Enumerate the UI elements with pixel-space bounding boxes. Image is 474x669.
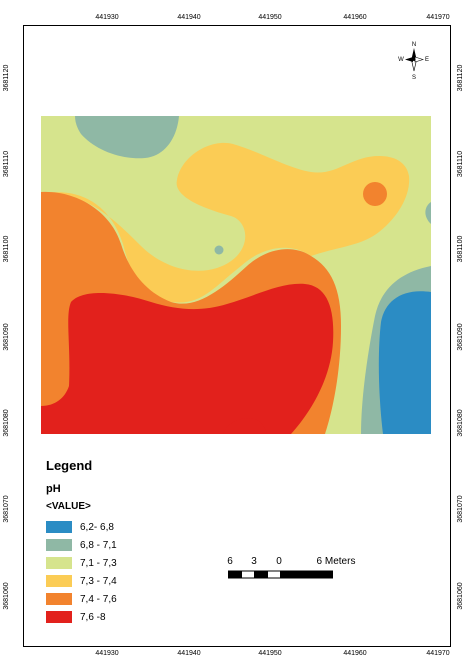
x-tick-bottom: 441930 (95, 650, 119, 657)
scale-bar-graphic (228, 570, 333, 579)
south-label: S (412, 75, 416, 80)
legend-swatch (46, 593, 72, 605)
map-frame (23, 25, 451, 647)
scale-label: 6 (227, 556, 233, 567)
legend-title: Legend (46, 458, 93, 473)
x-tick-top: 441950 (258, 14, 282, 21)
x-tick-bottom: 441940 (177, 650, 201, 657)
legend-item: 6,2- 6,8 (46, 518, 216, 536)
zone-6.2-6.8 (378, 291, 431, 434)
x-tick-bottom: 441950 (258, 650, 282, 657)
legend-swatch (46, 611, 72, 623)
x-tick-top: 441930 (95, 14, 119, 21)
y-tick-right: 3681110 (457, 150, 464, 178)
y-tick-left: 3681070 (3, 495, 10, 523)
west-label: W (398, 57, 404, 63)
y-tick-left: 3681110 (3, 150, 10, 178)
y-tick-right: 3681060 (457, 582, 464, 610)
legend-label: 7,6 -8 (80, 611, 106, 623)
east-label: E (425, 57, 429, 63)
y-tick-left: 3681100 (3, 235, 10, 263)
legend-field-name: <VALUE> (46, 501, 91, 512)
legend-item: 6,8 - 7,1 (46, 536, 216, 554)
x-tick-bottom: 441970 (426, 650, 450, 657)
scale-label: 6 Meters (316, 556, 356, 567)
y-tick-right: 3681080 (457, 409, 464, 437)
y-tick-right: 3681100 (457, 235, 464, 263)
legend-item: 7,3 - 7,4 (46, 572, 216, 590)
x-tick-bottom: 441960 (343, 650, 367, 657)
y-tick-left: 3681080 (3, 409, 10, 437)
y-tick-right: 3681070 (457, 495, 464, 523)
zone-6.8-7.1 (214, 245, 224, 255)
zone-7.3-7.4 (41, 142, 410, 303)
ph-map (41, 116, 431, 434)
x-tick-top: 441940 (177, 14, 201, 21)
legend: Legend pH <VALUE> 6,2- 6,8 6,8 - 7,1 7,1… (46, 458, 216, 626)
y-tick-right: 3681120 (457, 64, 464, 92)
legend-swatch (46, 539, 72, 551)
zone-7.6-8 (223, 418, 267, 434)
zone-7.4-7.6 (363, 182, 387, 206)
legend-label: 7,4 - 7,6 (80, 593, 117, 605)
legend-item: 7,6 -8 (46, 608, 216, 626)
north-label: N (412, 42, 416, 48)
scale-label: 0 (276, 556, 282, 567)
x-tick-top: 441960 (343, 14, 367, 21)
legend-label: 6,2- 6,8 (80, 521, 114, 533)
legend-swatch (46, 575, 72, 587)
north-arrow-icon: N S W E (398, 42, 429, 80)
y-tick-left: 3681120 (3, 64, 10, 92)
legend-label: 7,1 - 7,3 (80, 557, 117, 569)
legend-swatch (46, 557, 72, 569)
x-tick-top: 441970 (426, 14, 450, 21)
zone-6.8-7.1 (75, 116, 179, 159)
legend-label: 7,3 - 7,4 (80, 575, 117, 587)
legend-item: 7,4 - 7,6 (46, 590, 216, 608)
y-tick-left: 3681060 (3, 582, 10, 610)
zone-7.6-8 (41, 283, 334, 434)
legend-label: 6,8 - 7,1 (80, 539, 117, 551)
legend-item: 7,1 - 7,3 (46, 554, 216, 572)
scale-label: 3 (251, 556, 257, 567)
y-tick-left: 3681090 (3, 323, 10, 351)
scale-bar: 6 3 0 6 Meters (226, 556, 376, 586)
legend-swatch (46, 521, 72, 533)
zone-6.8-7.1 (425, 202, 431, 224)
legend-layer-name: pH (46, 483, 61, 495)
y-tick-right: 3681090 (457, 323, 464, 351)
